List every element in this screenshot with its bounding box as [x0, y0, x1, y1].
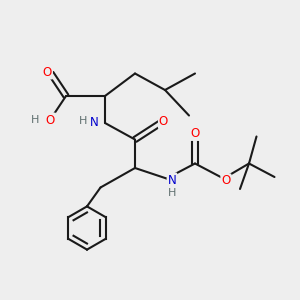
Text: H: H	[79, 116, 88, 126]
Text: H: H	[168, 188, 176, 198]
Text: O: O	[46, 113, 55, 127]
Text: O: O	[159, 115, 168, 128]
Text: O: O	[190, 127, 200, 140]
Text: N: N	[167, 173, 176, 187]
Text: O: O	[43, 65, 52, 79]
Text: N: N	[90, 116, 99, 130]
Text: H: H	[31, 115, 40, 125]
Text: O: O	[221, 174, 230, 188]
